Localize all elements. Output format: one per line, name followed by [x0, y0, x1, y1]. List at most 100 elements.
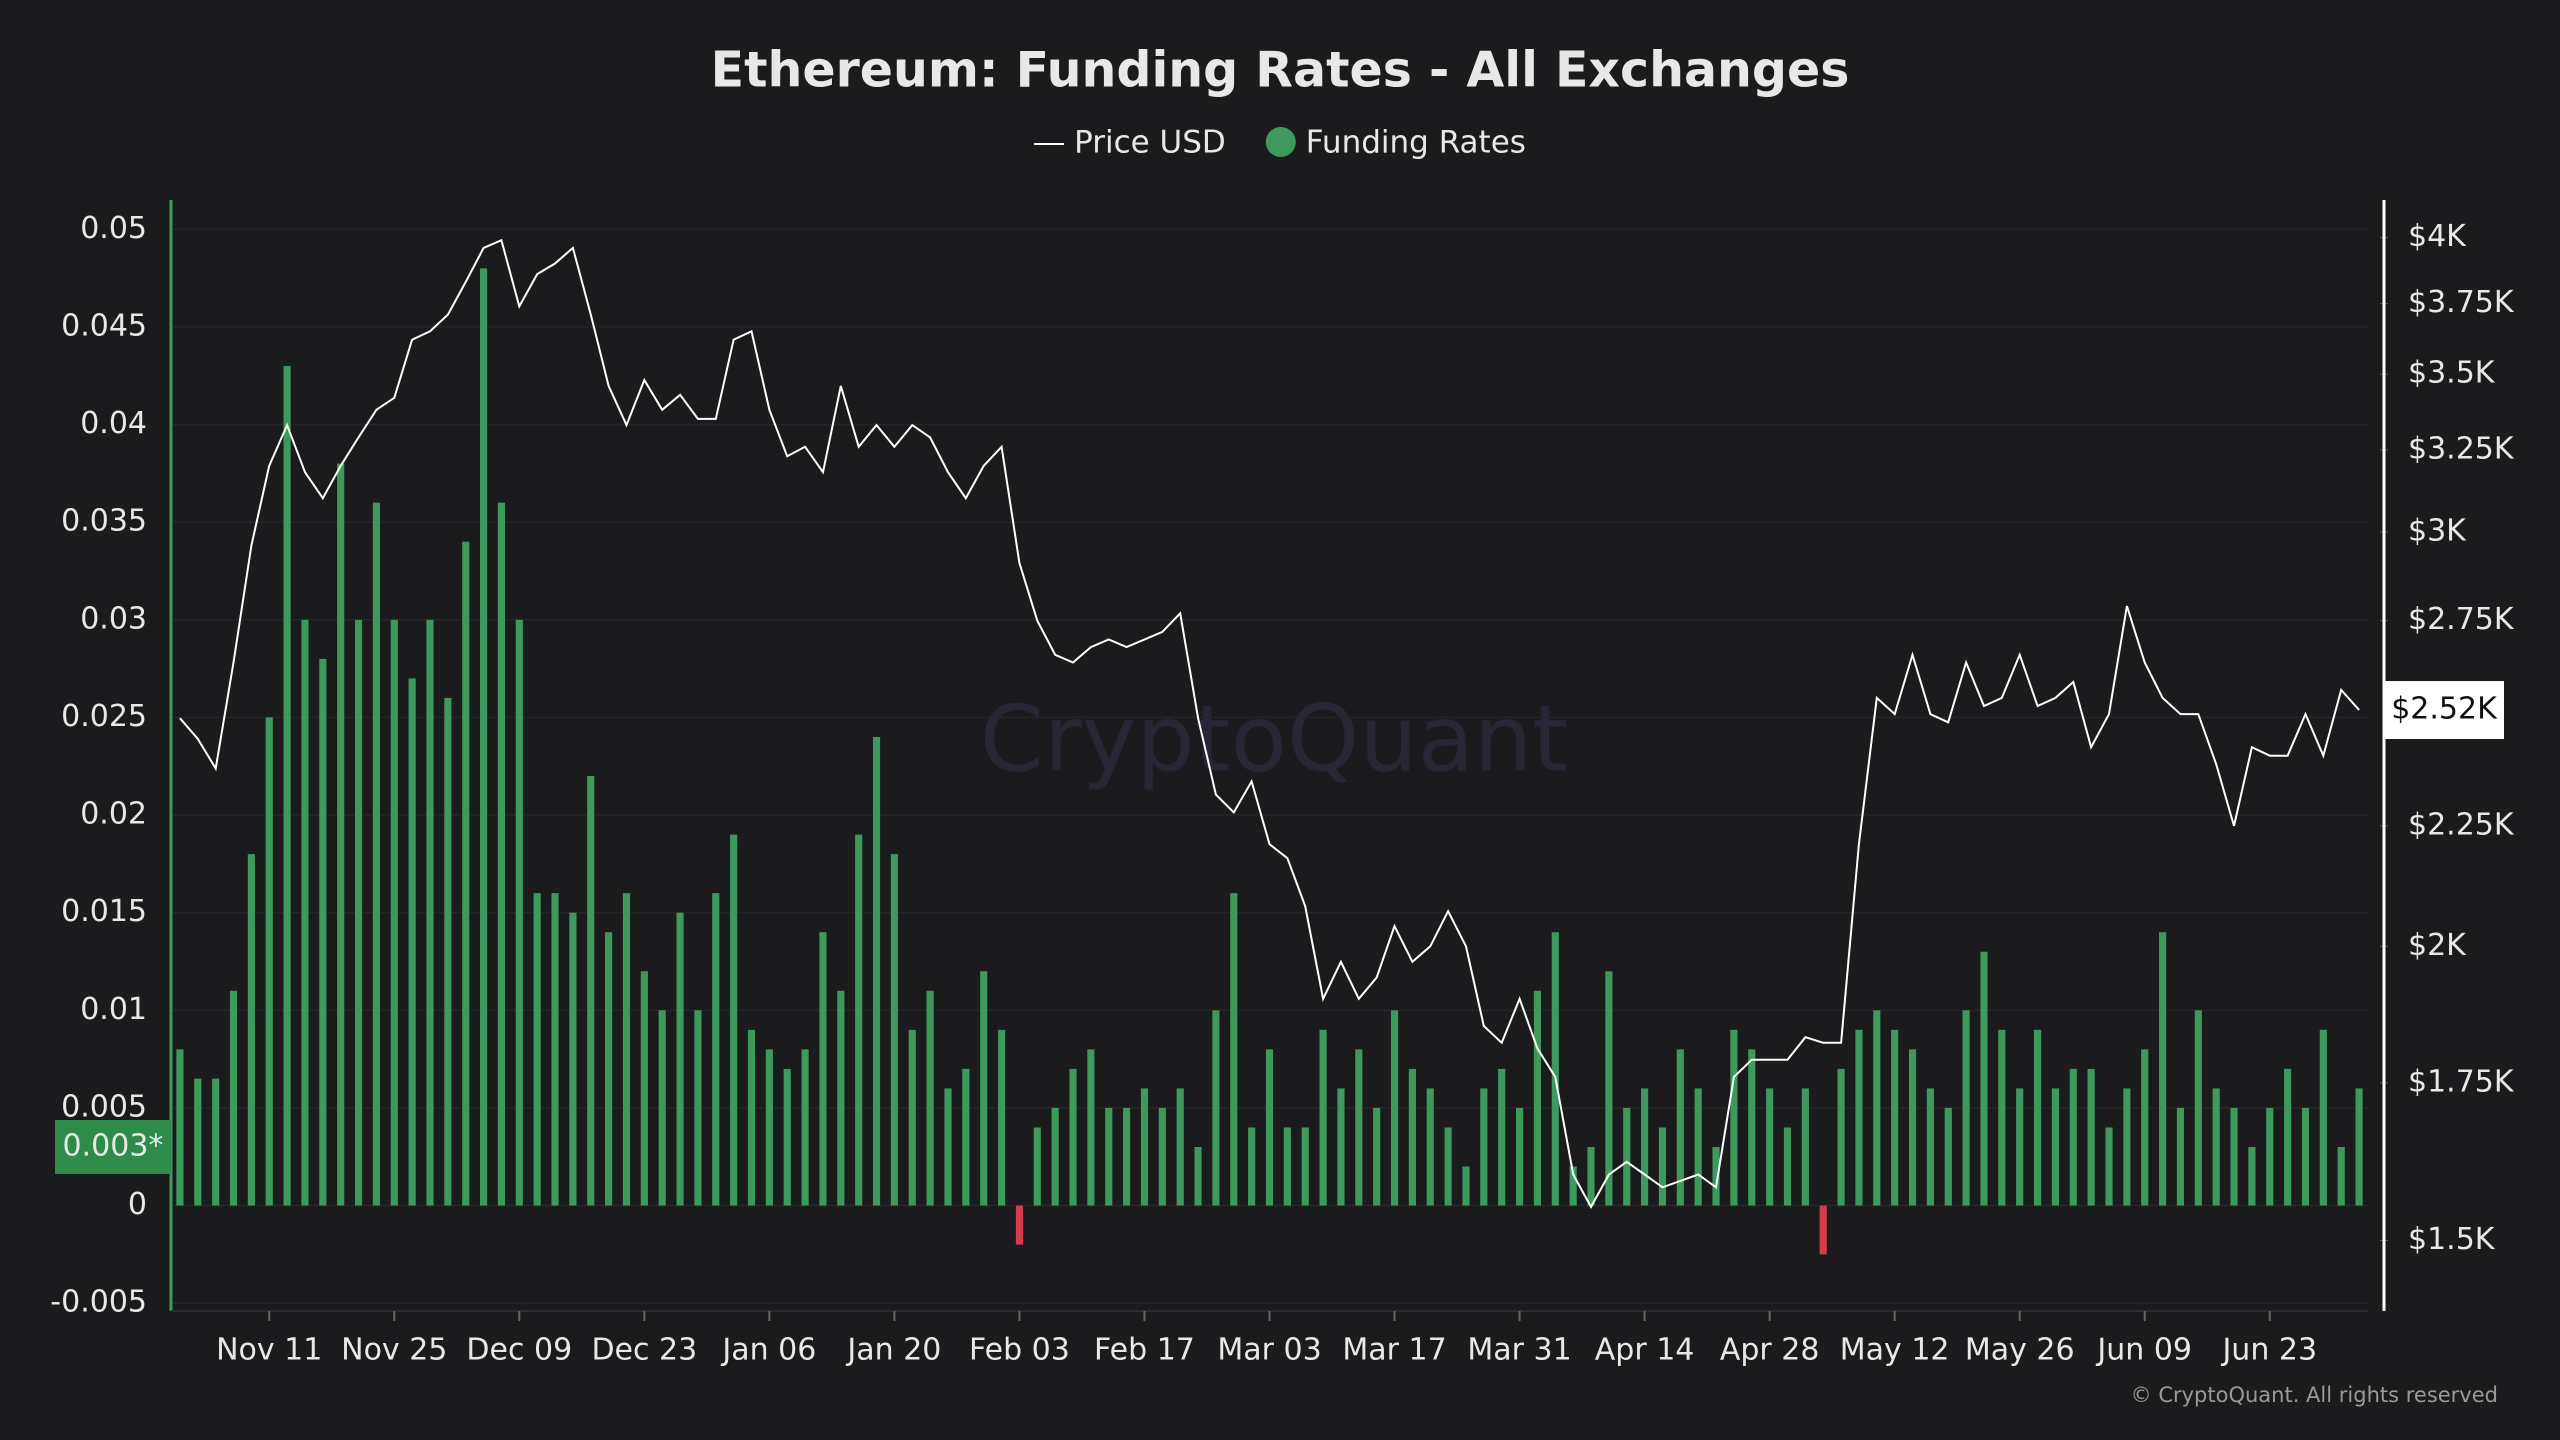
funding-bar	[2194, 1010, 2202, 1206]
funding-bar	[1569, 1166, 1577, 1206]
funding-bar	[676, 912, 684, 1206]
funding-bar	[587, 776, 595, 1206]
funding-bar	[1462, 1166, 1470, 1206]
funding-bar	[980, 971, 988, 1206]
funding-bar	[247, 854, 255, 1206]
funding-bar	[712, 893, 720, 1206]
x-tick-label: Apr 28	[1720, 1333, 1820, 1368]
funding-bar	[1694, 1088, 1702, 1206]
funding-bar	[1033, 1127, 1041, 1206]
current-funding-label: 0.003*	[63, 1128, 164, 1163]
watermark: CryptoQuant	[980, 685, 1569, 792]
funding-bar	[1265, 1049, 1274, 1206]
funding-bar	[2266, 1107, 2274, 1206]
funding-bar	[605, 932, 613, 1206]
y2-tick-label: $1.5K	[2408, 1222, 2496, 1257]
funding-bar	[1641, 1088, 1649, 1206]
y-tick-label: 0.05	[80, 211, 147, 246]
y-tick-label: 0.005	[61, 1089, 147, 1124]
chart-title: Ethereum: Funding Rates - All Exchanges	[711, 42, 1850, 99]
funding-bar	[1980, 951, 1988, 1206]
current-funding-box	[55, 1119, 171, 1174]
funding-bar	[2319, 1029, 2327, 1206]
funding-bar	[1676, 1049, 1684, 1206]
funding-bar	[1319, 1029, 1327, 1206]
funding-bar	[1105, 1107, 1113, 1206]
funding-bar	[2105, 1127, 2113, 1206]
funding-bar	[1230, 893, 1238, 1206]
funding-bar	[1962, 1010, 1970, 1206]
y2-tick-label: $4K	[2408, 219, 2467, 254]
funding-bar	[337, 463, 345, 1206]
footer: © CryptoQuant. All rights reserved	[2131, 1383, 2498, 1407]
y-tick-label: 0.04	[80, 406, 147, 441]
funding-bar	[1515, 1107, 1524, 1206]
funding-bar	[2355, 1088, 2363, 1206]
y-tick-label: 0.015	[61, 894, 147, 929]
y2-tick-label: $2K	[2408, 928, 2467, 963]
funding-bar	[819, 932, 827, 1206]
funding-bar	[372, 502, 380, 1206]
funding-bar	[1944, 1107, 1952, 1206]
funding-bar	[1301, 1127, 1309, 1206]
funding-bar	[801, 1049, 809, 1206]
funding-bar	[2230, 1107, 2238, 1206]
funding-bar	[1069, 1068, 1077, 1206]
current-price-box	[2384, 681, 2504, 740]
x-tick-label: Mar 03	[1217, 1333, 1321, 1368]
funding-bar	[2033, 1029, 2042, 1206]
funding-bar	[444, 697, 452, 1206]
x-tick-label: Feb 03	[969, 1333, 1070, 1368]
funding-bar	[944, 1088, 952, 1206]
legend-label: Price USD	[1074, 125, 1226, 161]
funding-bar	[569, 912, 577, 1206]
funding-bar	[2069, 1068, 2077, 1206]
funding-bar	[730, 834, 738, 1206]
funding-bar	[1551, 932, 1559, 1206]
y2-tick-label: $1.75K	[2408, 1064, 2515, 1099]
y-tick-label: 0.02	[80, 797, 147, 832]
funding-bar	[1891, 1029, 1899, 1206]
funding-bar	[1248, 1127, 1256, 1206]
funding-bar	[1123, 1107, 1131, 1206]
funding-bar	[515, 619, 523, 1206]
funding-bar	[2141, 1049, 2149, 1206]
funding-bar	[265, 717, 273, 1206]
funding-bar	[1015, 1205, 1024, 1245]
y-tick-label: 0.03	[80, 601, 147, 636]
x-tick-label: Nov 25	[341, 1333, 447, 1368]
y2-tick-label: $2.75K	[2408, 602, 2515, 637]
funding-bar	[212, 1078, 220, 1206]
y2-tick-label: $3.5K	[2408, 356, 2496, 391]
funding-bar	[390, 619, 398, 1206]
funding-bar	[1337, 1088, 1345, 1206]
funding-bar	[1748, 1049, 1756, 1206]
x-tick-label: Apr 14	[1595, 1333, 1695, 1368]
y-tick-label: 0	[128, 1187, 147, 1222]
legend: Price USD Funding Rates	[1034, 125, 1526, 161]
funding-bar	[1498, 1068, 1506, 1206]
x-tick-label: May 26	[1965, 1333, 2075, 1368]
funding-bar	[1444, 1127, 1452, 1206]
funding-bar	[2301, 1107, 2310, 1206]
x-tick-label: Dec 09	[466, 1333, 572, 1368]
funding-bar	[926, 990, 934, 1206]
y2-tick-label: $2.25K	[2408, 807, 2515, 842]
funding-bar	[1623, 1107, 1631, 1206]
funding-bar	[497, 502, 506, 1206]
funding-bar	[1766, 1088, 1774, 1206]
funding-bar	[2337, 1146, 2345, 1206]
funding-bar	[890, 854, 898, 1206]
legend-label: Funding Rates	[1306, 125, 1526, 161]
funding-bar	[908, 1029, 916, 1206]
funding-bar	[533, 893, 541, 1206]
funding-bar	[640, 971, 648, 1206]
funding-bar	[551, 893, 559, 1206]
funding-bar	[1087, 1049, 1095, 1206]
funding-bar	[2016, 1088, 2024, 1206]
funding-bar	[765, 1049, 773, 1206]
x-tick-label: Dec 23	[591, 1333, 697, 1368]
y-tick-label: 0.01	[80, 992, 147, 1027]
funding-bar	[1194, 1146, 1202, 1206]
